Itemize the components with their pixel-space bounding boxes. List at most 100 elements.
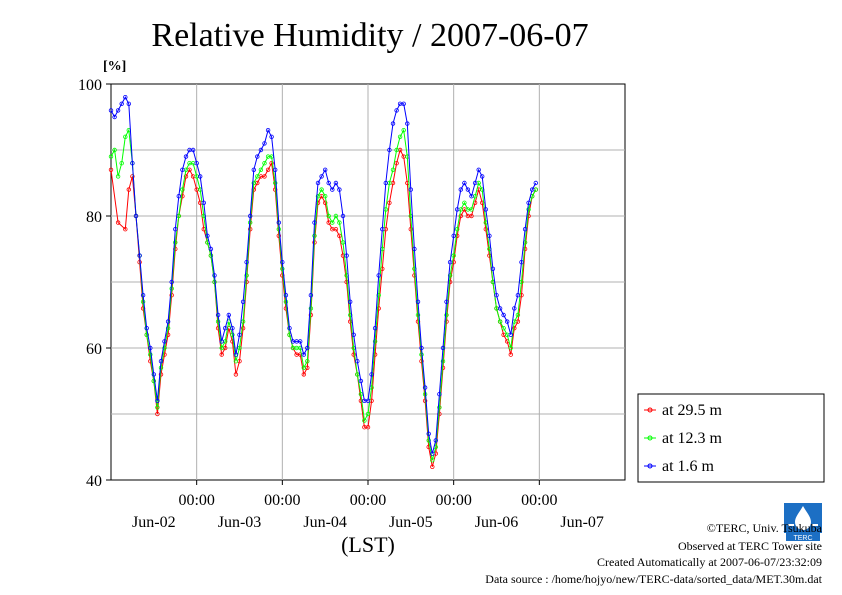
data-point [451, 253, 456, 258]
data-point [240, 326, 246, 331]
data-point [365, 411, 371, 417]
data-point [469, 207, 474, 212]
data-point [315, 193, 321, 199]
data-point [308, 306, 314, 311]
data-point [165, 319, 171, 324]
x-tick-label: 00:00 [178, 492, 214, 509]
series-line [110, 96, 537, 454]
data-point [394, 160, 399, 166]
data-point [201, 200, 206, 205]
data-point [465, 187, 471, 192]
data-point [422, 385, 428, 390]
data-point [315, 180, 321, 186]
data-point [226, 312, 231, 318]
day-label: Jun-07 [560, 514, 604, 531]
data-point [415, 299, 421, 304]
data-point [433, 438, 438, 443]
legend-marker [647, 463, 653, 469]
data-point [126, 101, 131, 106]
data-point [219, 345, 224, 351]
data-point [323, 200, 328, 205]
data-point [222, 326, 228, 331]
data-point [123, 94, 128, 100]
data-point [330, 220, 335, 225]
data-point [258, 167, 264, 172]
data-point [165, 326, 171, 331]
data-point [151, 378, 156, 384]
data-point [337, 220, 342, 225]
data-point [255, 174, 260, 179]
data-point [515, 293, 521, 298]
day-label: Jun-06 [475, 514, 519, 531]
data-point [283, 299, 289, 304]
y-tick-label: 80 [86, 209, 102, 226]
data-point [244, 273, 249, 278]
data-point [351, 332, 356, 337]
data-point [137, 253, 142, 258]
legend-label: at 29.5 m [662, 402, 723, 419]
data-point [269, 160, 274, 166]
data-point [469, 193, 474, 199]
data-point [490, 266, 496, 271]
data-point [462, 200, 467, 205]
data-point [497, 306, 503, 311]
data-point [340, 213, 346, 219]
data-point [351, 352, 356, 357]
data-point [219, 352, 224, 357]
data-point [522, 226, 528, 232]
data-point [247, 213, 253, 219]
data-point [365, 425, 371, 430]
data-point [112, 114, 117, 120]
data-point [437, 392, 442, 397]
data-point [369, 372, 374, 377]
credit-source: Data source : /home/hojyo/new/TERC-data/… [485, 572, 822, 586]
data-point [197, 174, 203, 179]
data-point [119, 160, 124, 166]
data-point [512, 326, 517, 331]
data-point [426, 438, 431, 443]
data-point [155, 411, 160, 417]
data-point [401, 101, 406, 106]
credit-observed: Observed at TERC Tower site [678, 539, 822, 553]
terc-logo: TERC [784, 503, 822, 542]
day-label: Jun-02 [132, 514, 176, 531]
data-point [208, 253, 214, 258]
data-point [355, 359, 360, 364]
data-point [155, 398, 160, 403]
data-point [119, 101, 124, 106]
data-point [233, 372, 239, 377]
data-point [394, 108, 399, 113]
data-point [362, 418, 367, 423]
data-point [190, 147, 196, 153]
data-point [151, 372, 156, 377]
data-point [262, 174, 267, 179]
data-point [415, 312, 421, 318]
data-point [451, 233, 456, 238]
credit-created: Created Automatically at 2007-06-07/23:3… [597, 555, 822, 569]
data-point [526, 200, 531, 205]
legend-marker [647, 407, 653, 413]
data-point [355, 372, 360, 377]
data-point [269, 134, 274, 139]
data-point [115, 108, 121, 113]
day-label: Jun-04 [303, 514, 347, 531]
data-point [123, 226, 128, 232]
data-point [530, 187, 535, 192]
data-point [480, 174, 485, 179]
data-point [162, 345, 167, 351]
data-point [447, 260, 453, 265]
data-point [251, 167, 256, 172]
data-point [476, 167, 481, 172]
data-point [301, 372, 306, 377]
data-point [194, 160, 199, 166]
data-point [115, 220, 121, 225]
data-point [340, 240, 346, 245]
data-point [348, 299, 353, 304]
data-point [123, 134, 128, 139]
legend-box [637, 393, 825, 483]
x-axis-label: (LST) [341, 532, 395, 557]
data-point [358, 378, 364, 384]
data-point [430, 464, 435, 469]
y-tick-label: 40 [86, 473, 102, 490]
